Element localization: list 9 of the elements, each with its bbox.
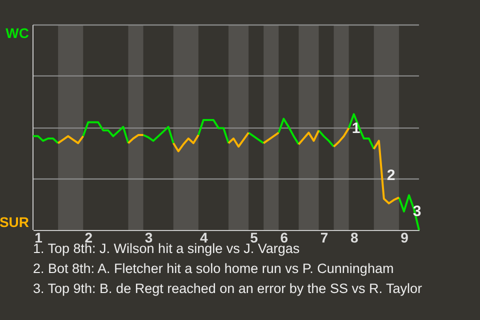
annotation: 2 <box>386 167 396 184</box>
text: SUR <box>0 214 29 230</box>
x-tick-label: 8 <box>350 230 358 246</box>
text: 3. Top 9th: B. de Regt reached on an error by the SS vs R. Taylor <box>33 281 422 296</box>
annotation: 1 <box>352 120 360 137</box>
x-tick-label: 7 <box>320 230 328 246</box>
text: WC <box>6 25 29 41</box>
text: 2. Bot 8th: A. Fletcher hit a solo home run vs P. Cunningham <box>33 261 394 276</box>
x-tick-label: 9 <box>400 230 409 246</box>
